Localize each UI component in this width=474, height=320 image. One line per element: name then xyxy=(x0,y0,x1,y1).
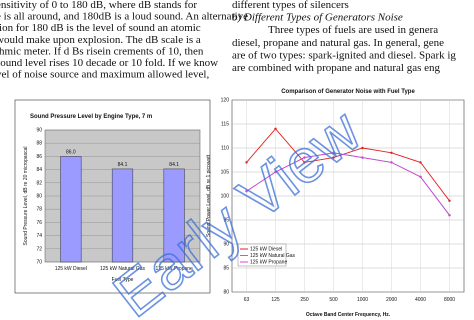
y-tick-label: 120 xyxy=(221,98,230,104)
point xyxy=(419,175,422,178)
x-tick-label: 1000 xyxy=(357,297,368,303)
point xyxy=(303,156,306,159)
y-tick-label: 80 xyxy=(223,290,229,296)
body-line: diesel, propane and natural gas. In gene… xyxy=(232,37,444,49)
point xyxy=(361,156,364,159)
point xyxy=(332,156,335,159)
body-line: thmic meter. If d Bs risein crements of … xyxy=(0,45,204,57)
body-line: b) Different Types of Generators Noise xyxy=(232,12,403,24)
point xyxy=(245,190,248,193)
bar xyxy=(163,168,185,263)
point xyxy=(332,151,335,154)
y-tick-label: 88 xyxy=(36,141,42,147)
y-tick-label: 72 xyxy=(36,246,42,252)
y-tick-label: 70 xyxy=(36,260,42,266)
point xyxy=(361,146,364,150)
body-line: vel of noise source and maximum allowed … xyxy=(0,69,209,81)
y-tick-label: 80 xyxy=(36,194,42,200)
point xyxy=(274,127,277,130)
y-axis-label: Sound Pressure Level, dB re 20 micropasc… xyxy=(23,147,29,246)
x-tick-label: 63 xyxy=(244,297,250,303)
y-tick-label: 82 xyxy=(36,180,42,186)
point xyxy=(448,214,451,217)
x-tick-label: 125 kW Natural Gas xyxy=(100,266,146,272)
value-label: 84.1 xyxy=(118,162,128,168)
body-line: e is all around, and 180dB is a loud sou… xyxy=(0,11,248,23)
y-tick-label: 86 xyxy=(36,154,42,160)
x-tick-label: 4000 xyxy=(415,297,426,303)
series-line xyxy=(246,128,450,202)
point xyxy=(390,161,393,164)
series-line xyxy=(246,152,450,216)
y-tick-label: 85 xyxy=(223,266,229,272)
x-axis-label: Fuel Type xyxy=(112,277,134,283)
point xyxy=(390,151,393,154)
body-line: are combined with propane and natural ga… xyxy=(232,62,441,74)
point xyxy=(274,170,277,174)
y-tick-label: 100 xyxy=(221,194,230,200)
point xyxy=(303,161,306,164)
value-label: 84.1 xyxy=(169,162,179,168)
y-tick-label: 110 xyxy=(221,146,229,152)
point xyxy=(245,161,248,164)
bar xyxy=(111,168,134,263)
x-tick-label: 125 xyxy=(271,297,280,303)
body-line: are of two types: spark-ignited and dies… xyxy=(232,49,456,61)
y-axis-label: Sound Power Level, dB re 1 picowatt xyxy=(206,154,212,237)
body-line: would make upon explosion. The dB scale … xyxy=(0,34,201,46)
bar xyxy=(60,156,82,263)
point xyxy=(448,199,451,202)
legend-box xyxy=(237,243,287,267)
value-label: 86.0 xyxy=(66,149,76,155)
x-tick-label: 8000 xyxy=(444,297,455,303)
point xyxy=(419,161,422,164)
y-tick-label: 105 xyxy=(221,170,230,176)
x-axis-label: Octave Band Center Frequency, Hz. xyxy=(306,312,391,318)
x-tick-label: 125 kW Propane xyxy=(156,266,193,272)
body-line: Three types of fuels are used in genera xyxy=(268,24,438,36)
y-tick-label: 95 xyxy=(223,218,229,224)
chart-title: Sound Pressure Level by Engine Type, 7 m xyxy=(30,114,152,120)
y-tick-label: 78 xyxy=(36,207,42,213)
body-line: sound level rises 10 decade or 10 fold. … xyxy=(0,57,218,69)
x-tick-label: 2000 xyxy=(386,297,397,303)
y-tick-label: 90 xyxy=(223,242,229,248)
chart-title: Comparison of Generator Noise with Fuel … xyxy=(281,89,415,95)
y-tick-label: 115 xyxy=(221,122,229,128)
legend-label: 125 kW Natural Gas xyxy=(250,253,296,259)
legend-label: 125 kW Diesel xyxy=(250,247,282,253)
y-tick-label: 74 xyxy=(36,233,42,239)
x-tick-label: 125 kW Diesel xyxy=(55,266,87,272)
y-tick-label: 84 xyxy=(36,167,42,173)
line-chart: Comparison of Generator Noise with Fuel … xyxy=(206,89,465,318)
x-tick-label: 250 xyxy=(300,297,309,303)
x-tick-label: 500 xyxy=(329,297,338,303)
y-tick-label: 90 xyxy=(36,128,42,134)
bar-chart: Sound Pressure Level by Engine Type, 7 m… xyxy=(14,99,211,294)
body-line: different types of silencers xyxy=(232,0,349,11)
legend-label: 125 kW Propane xyxy=(250,260,287,266)
y-tick-label: 76 xyxy=(36,220,42,226)
body-line: ensitivity of 0 to 180 dB, where dB stan… xyxy=(0,0,197,11)
body-line: tion for 180 dB is the level of sound an… xyxy=(0,22,201,34)
